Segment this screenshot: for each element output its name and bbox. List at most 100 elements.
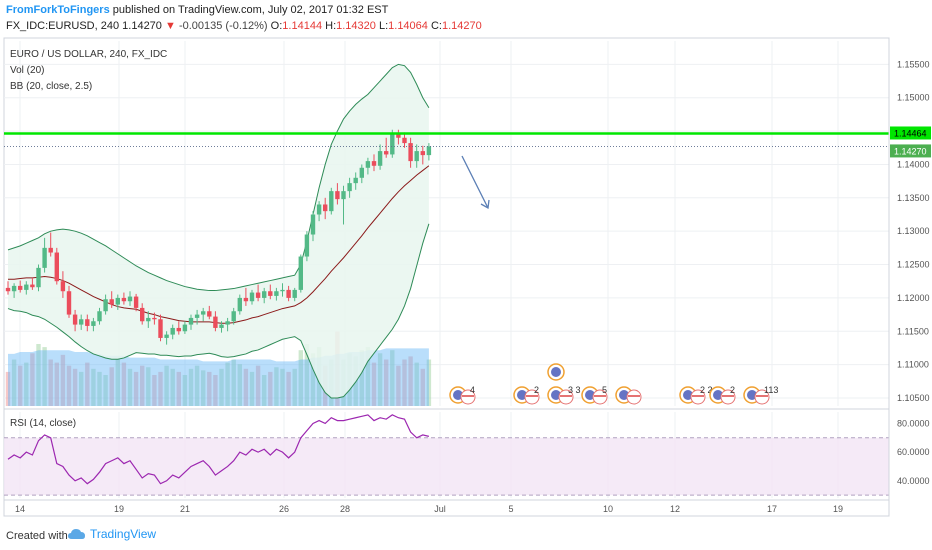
volume-bar [377, 353, 383, 406]
volume-bar [201, 370, 206, 406]
change-value: -0.00135 (-0.12%) [178, 20, 268, 32]
tradingview-label: TradingView [90, 527, 157, 541]
volume-bar [42, 347, 47, 406]
candle-body [121, 297, 127, 302]
low-value: 1.14064 [388, 20, 428, 32]
candle-body [231, 311, 236, 322]
candle-body [262, 291, 267, 298]
bb-middle-line [8, 165, 430, 324]
candle-body [365, 161, 371, 168]
candle-body [402, 137, 407, 144]
candle-body [91, 321, 96, 326]
volume-bar [262, 375, 267, 406]
arrow-annotation [461, 155, 490, 210]
volume-bar [176, 371, 181, 406]
price-levels [4, 132, 889, 147]
volume-bar [127, 368, 133, 406]
event-count: 2 [730, 385, 735, 395]
candle-body [219, 324, 224, 328]
candle-body [249, 292, 255, 302]
volume-bar [286, 371, 291, 406]
candle-body [201, 311, 206, 315]
volume-bar [164, 365, 169, 406]
candle-body [414, 151, 419, 162]
candle-body [79, 319, 84, 325]
rsi-pane [4, 414, 889, 496]
high-value: 1.14320 [336, 20, 376, 32]
high-label: H: [325, 20, 337, 32]
volume-bar [79, 371, 84, 406]
candle-body [396, 134, 401, 138]
volume-bar [91, 368, 96, 406]
candle-body [170, 327, 175, 335]
rsi-tick-label: 40.0000 [897, 476, 930, 486]
volume-bar [213, 375, 218, 406]
level-price-tag [890, 126, 931, 140]
volume-bar [249, 371, 255, 406]
event-flag-core [551, 367, 561, 377]
volume-bar [207, 371, 212, 406]
candle-body [24, 284, 29, 290]
event-count: 5 [602, 385, 607, 395]
last-price-tag [890, 144, 931, 158]
candle-body [353, 177, 358, 184]
last-price-label: 1.14270 [894, 146, 927, 156]
candle-body [164, 334, 169, 338]
volume-bar [85, 362, 90, 406]
volume-bar [219, 368, 224, 406]
author-link[interactable]: FromForkToFingers [6, 4, 110, 16]
candle-body [85, 319, 90, 326]
volume-bar [384, 359, 389, 406]
price-tick-label: 1.14000 [897, 159, 930, 169]
event-flag-core [747, 390, 757, 400]
candle-body [341, 191, 346, 200]
bb-fill [8, 64, 429, 398]
candle-body [292, 289, 297, 298]
time-tick-label: 19 [114, 504, 124, 514]
arrow-head [480, 199, 490, 210]
candle-body [335, 191, 340, 200]
volume-bar [170, 368, 175, 406]
us-flag-stripe [560, 395, 572, 397]
volume-bar [60, 354, 66, 406]
volume-bar [30, 353, 35, 406]
candle-body [408, 143, 413, 162]
candle-body [127, 296, 133, 302]
candles-layer [5, 129, 432, 345]
time-tick-label: 14 [15, 504, 25, 514]
candle-body [213, 316, 218, 328]
tradingview-brand[interactable]: TradingView [68, 527, 156, 541]
volume-bar [182, 375, 188, 406]
candle-body [48, 247, 53, 253]
chart-legend: EURO / US DOLLAR, 240, FX_IDC Vol (20) B… [10, 49, 167, 429]
price-tick-label: 1.11000 [897, 360, 929, 370]
volume-bar [5, 371, 11, 406]
volume-bar [24, 362, 29, 406]
axes-layer: 1.155001.150001.145001.140001.135001.130… [4, 38, 931, 516]
volume-bar [396, 365, 401, 406]
event-count: 2 2 [700, 385, 713, 395]
rsi-tick-label: 60.0000 [897, 447, 930, 457]
candle-body [158, 319, 163, 338]
volume-bar [310, 353, 316, 406]
candle-body [115, 297, 120, 305]
price-tick-label: 1.12000 [897, 293, 930, 303]
time-tick-label: Jul [434, 504, 446, 514]
event-flag-core [551, 390, 561, 400]
candle-body [310, 214, 316, 235]
time-tick-label: 12 [670, 504, 680, 514]
us-flag-stripe [594, 395, 606, 397]
candle-body [188, 317, 194, 325]
price-tick-label: 1.12500 [897, 260, 930, 270]
candle-body [109, 299, 114, 305]
volume-bar [72, 368, 78, 406]
candle-body [5, 287, 11, 292]
event-count: 113 [764, 385, 778, 395]
event-flag-core [517, 390, 527, 400]
candle-body [140, 307, 145, 322]
candle-body [329, 191, 334, 212]
candle-body [304, 234, 310, 257]
candle-body [194, 314, 200, 318]
volume-bar [194, 365, 200, 406]
